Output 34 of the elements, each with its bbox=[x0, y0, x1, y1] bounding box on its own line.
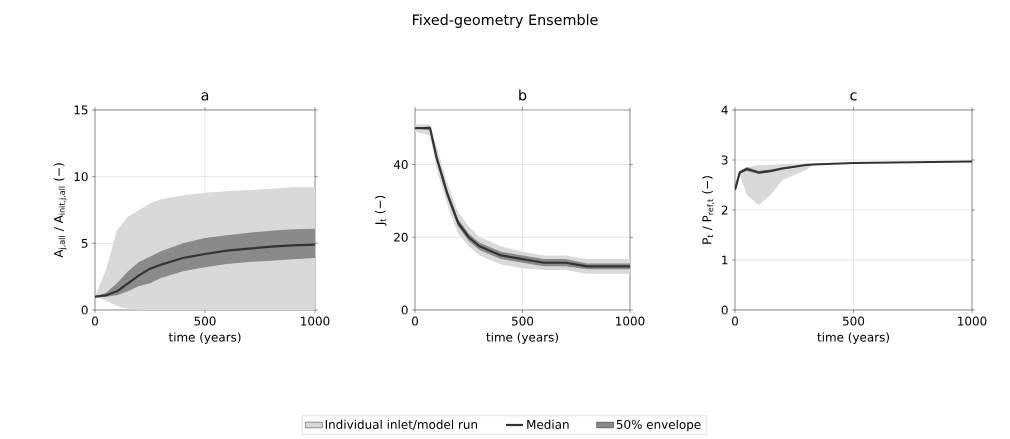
y-axis-title: J$_{t}$ (−) bbox=[374, 195, 387, 226]
chart-title: b bbox=[519, 89, 527, 101]
legend-label: 50% envelope bbox=[616, 419, 701, 432]
text: Fixed-geometry Ensemble bbox=[413, 14, 598, 28]
chart-title: c bbox=[850, 92, 857, 101]
x-axis-title: time (years) bbox=[817, 332, 889, 344]
legend-label: Median bbox=[527, 419, 569, 429]
y-tick-label: 0 bbox=[721, 305, 728, 315]
x-axis-title: time (years) bbox=[486, 332, 558, 344]
legend-label: Individual inlet/model run bbox=[325, 419, 478, 430]
x-tick-label: 1000 bbox=[301, 316, 330, 326]
y-axis-title: P$_{t}$ / P$_{ref,t}$ (−) bbox=[702, 176, 715, 244]
y-tick-label: 15 bbox=[74, 105, 88, 115]
x-tick-label: 500 bbox=[512, 316, 534, 326]
chart-title: a bbox=[201, 92, 209, 101]
x-axis-title: time (years) bbox=[168, 332, 241, 344]
y-tick-label: 5 bbox=[81, 238, 88, 248]
y-tick-label: 2 bbox=[721, 205, 728, 215]
x-tick-label: 1000 bbox=[958, 316, 987, 326]
x-tick-label: 0 bbox=[411, 316, 419, 326]
y-tick-label: 20 bbox=[394, 232, 408, 242]
y-tick-label: 0 bbox=[401, 305, 408, 315]
x-tick-label: 1000 bbox=[616, 316, 645, 326]
x-tick-label: 0 bbox=[91, 316, 99, 326]
y-tick-label: 10 bbox=[74, 172, 88, 182]
x-tick-label: 500 bbox=[194, 316, 216, 326]
y-tick-label: 1 bbox=[722, 255, 728, 265]
y-tick-label: 4 bbox=[721, 105, 728, 115]
x-tick-label: 500 bbox=[843, 316, 865, 326]
y-axis-title: A$_{j,all}$ / A$_{init,j,all}$ (−) bbox=[53, 163, 67, 258]
y-tick-label: 40 bbox=[393, 160, 408, 170]
x-tick-label: 0 bbox=[731, 316, 739, 326]
y-tick-label: 3 bbox=[721, 155, 728, 165]
y-tick-label: 0 bbox=[81, 305, 88, 315]
